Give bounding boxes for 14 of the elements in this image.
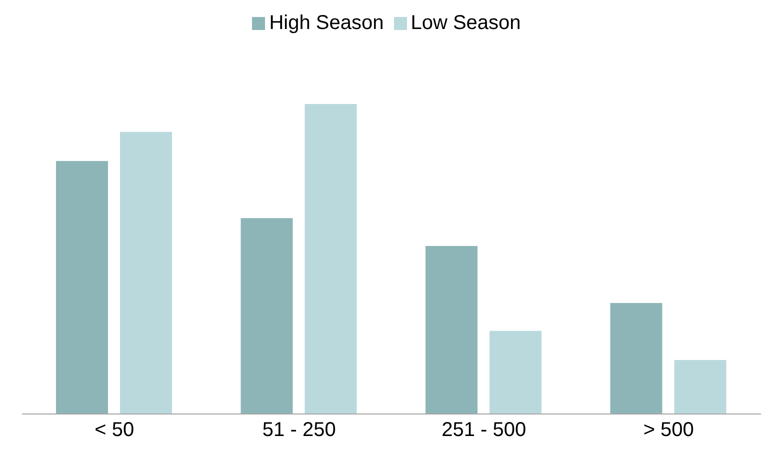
legend-label: Low Season xyxy=(410,12,521,34)
x-tick-label: < 50 xyxy=(94,419,134,442)
bar xyxy=(426,246,478,414)
bar xyxy=(304,104,357,414)
x-tick-label: > 500 xyxy=(643,419,694,442)
bar xyxy=(490,330,542,414)
legend-label: High Season xyxy=(269,12,384,34)
x-tick-label: 251 - 500 xyxy=(442,419,526,442)
bar xyxy=(120,132,172,414)
bar xyxy=(240,218,293,414)
bar xyxy=(674,360,726,414)
x-tick-label: 51 - 250 xyxy=(262,419,336,442)
bar xyxy=(56,161,108,414)
bar xyxy=(610,303,662,414)
